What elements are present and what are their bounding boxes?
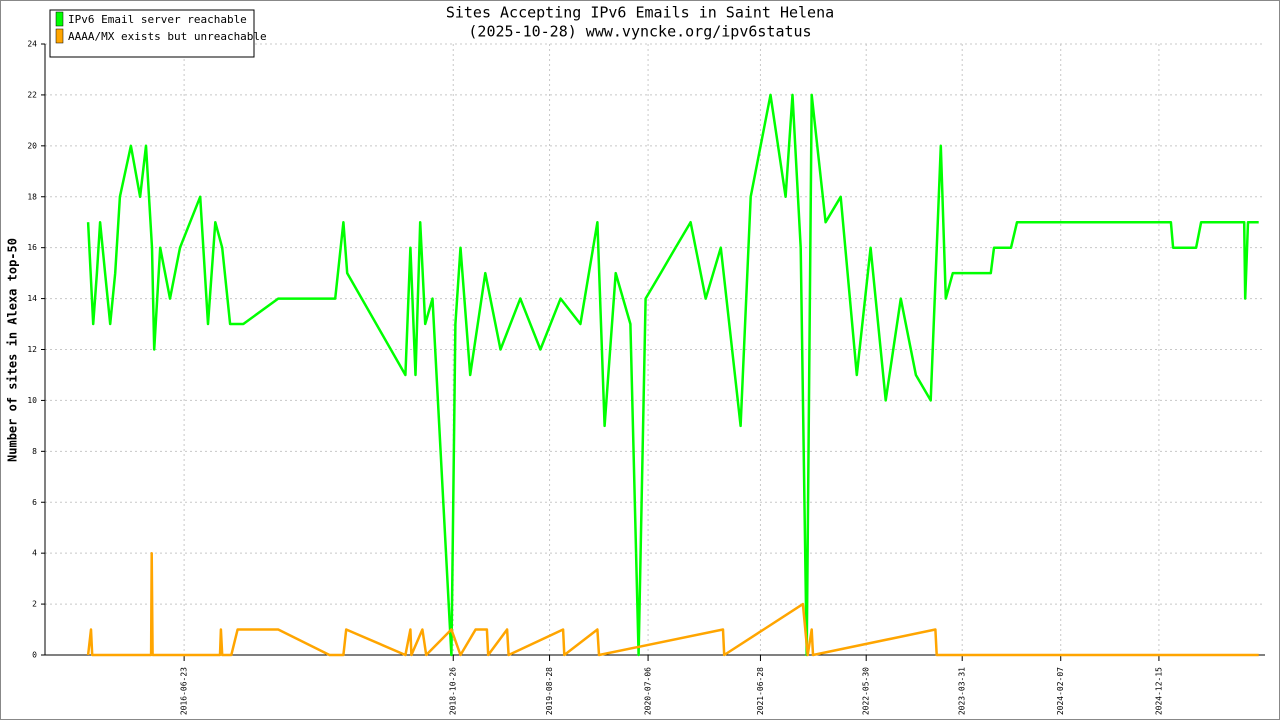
chart-subtitle: (2025-10-28) www.vyncke.org/ipv6status (468, 23, 811, 41)
x-tick-label: 2023-03-31 (958, 667, 967, 715)
x-tick-label: 2016-06-23 (180, 667, 189, 715)
legend-box (49, 9, 255, 58)
x-tick-label: 2020-07-06 (644, 667, 653, 715)
y-tick-label: 24 (27, 40, 37, 49)
legend-swatch (55, 28, 64, 44)
y-tick-label: 12 (27, 345, 37, 354)
legend-label: AAAA/MX exists but unreachable (68, 30, 267, 43)
y-tick-label: 10 (27, 396, 37, 405)
x-tick-label: 2021-06-28 (756, 667, 765, 715)
chart-title: Sites Accepting IPv6 Emails in Saint Hel… (446, 4, 834, 22)
y-tick-label: 18 (27, 192, 37, 201)
x-tick-label: 2019-08-28 (545, 667, 554, 715)
y-axis-label: Number of sites in Alexa top-50 (6, 238, 20, 462)
y-tick-label: 2 (32, 600, 37, 609)
y-tick-label: 4 (32, 549, 37, 558)
y-tick-label: 8 (32, 447, 37, 456)
x-tick-label: 2024-02-07 (1056, 667, 1065, 715)
legend-swatch (55, 11, 64, 27)
data-line (86, 93, 1259, 657)
x-tick-label: 2024-12-15 (1154, 667, 1163, 715)
y-tick-label: 16 (27, 243, 37, 252)
data-line (86, 551, 1259, 657)
y-tick-label: 22 (27, 90, 37, 99)
y-tick-label: 6 (32, 498, 37, 507)
y-tick-label: 0 (32, 651, 37, 660)
x-tick-label: 2018-10-26 (449, 667, 458, 715)
x-tick-label: 2022-05-30 (862, 667, 871, 715)
legend-label: IPv6 Email server reachable (68, 13, 247, 26)
y-tick-label: 20 (27, 141, 37, 150)
y-tick-label: 14 (27, 294, 37, 303)
